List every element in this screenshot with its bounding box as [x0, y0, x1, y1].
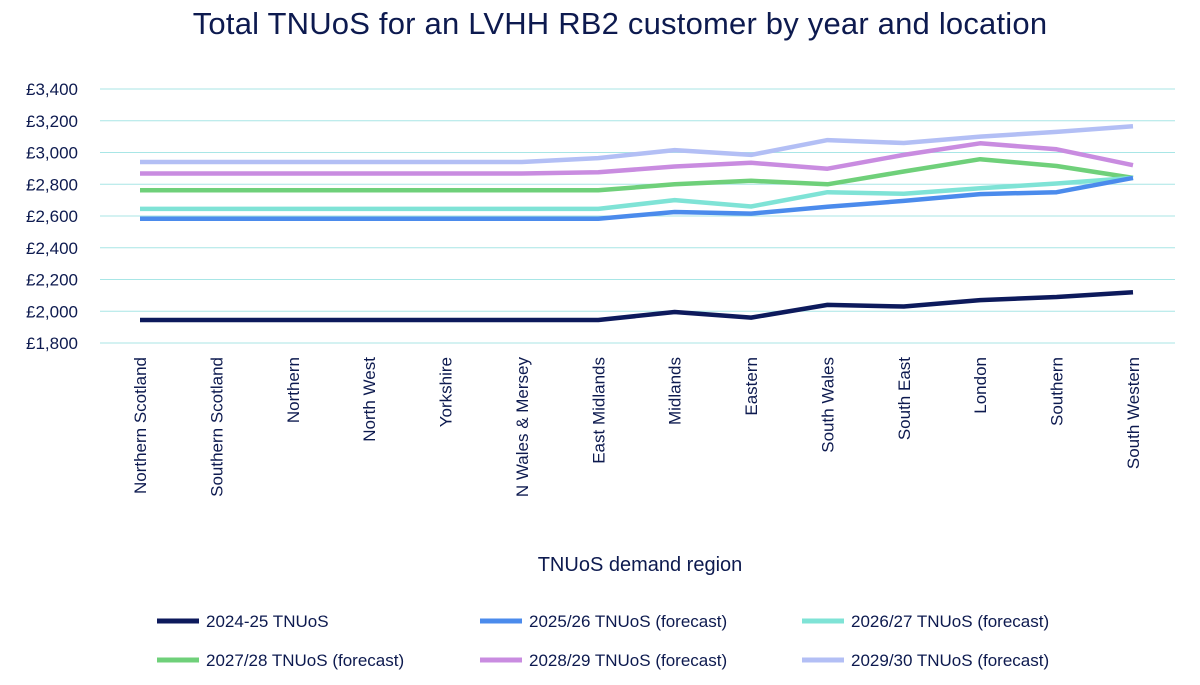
- series-line: [140, 175, 1134, 212]
- x-tick-label: Midlands: [666, 357, 685, 425]
- series-line: [140, 289, 1134, 323]
- x-tick-label: Southern: [1048, 357, 1067, 426]
- y-tick-label: £2,600: [26, 207, 78, 226]
- x-tick-label: Southern Scotland: [207, 357, 226, 497]
- y-tick-label: £2,800: [26, 175, 78, 194]
- legend: 2024-25 TNUoS 2025/26 TNUoS (forecast) 202…: [157, 612, 1049, 670]
- series-line: [140, 124, 1134, 165]
- legend-item: 2029/30 TNUoS (forecast): [802, 651, 1049, 670]
- x-tick-label: South Wales: [818, 357, 837, 453]
- legend-label: 2028/29 TNUoS (forecast): [529, 651, 727, 670]
- x-tick-label: Northern Scotland: [131, 357, 150, 494]
- y-tick-label: £3,400: [26, 80, 78, 99]
- legend-item: 2027/28 TNUoS (forecast): [157, 651, 404, 670]
- legend-label: 2027/28 TNUoS (forecast): [206, 651, 404, 670]
- x-axis-label: TNUoS demand region: [538, 554, 743, 576]
- y-tick-label: £2,000: [26, 302, 78, 321]
- y-tick-label: £2,200: [26, 271, 78, 290]
- legend-item: 2025/26 TNUoS (forecast): [480, 612, 727, 631]
- series-lines: [140, 124, 1134, 323]
- y-tick-label: £3,200: [26, 112, 78, 131]
- legend-label: 2025/26 TNUoS (forecast): [529, 612, 727, 631]
- y-tick-label: £1,800: [26, 334, 78, 353]
- x-tick-label: Eastern: [742, 357, 761, 416]
- series-line: [140, 156, 1134, 193]
- x-tick-label: Northern: [284, 357, 303, 423]
- legend-item: 2026/27 TNUoS (forecast): [802, 612, 1049, 631]
- x-tick-label: East Midlands: [589, 357, 608, 464]
- y-tick-label: £3,000: [26, 144, 78, 163]
- legend-item: 2024-25 TNUoS: [157, 612, 329, 631]
- series-line: [140, 141, 1134, 176]
- x-tick-label: N Wales & Mersey: [513, 357, 532, 498]
- legend-label: 2024-25 TNUoS: [206, 612, 329, 631]
- x-tick-label: London: [971, 357, 990, 414]
- x-tick-label: South East: [895, 357, 914, 440]
- legend-item: 2028/29 TNUoS (forecast): [480, 651, 727, 670]
- chart-title: Total TNUoS for an LVHH RB2 customer by …: [192, 6, 1048, 41]
- x-tick-label: South Western: [1124, 357, 1143, 469]
- x-axis-ticks: Northern Scotland Southern Scotland Northe…: [131, 357, 1143, 498]
- gridlines: [100, 88, 1175, 344]
- x-tick-label: Yorkshire: [437, 357, 456, 427]
- y-axis-ticks: £1,800 £2,000 £2,200 £2,400 £2,600 £2,800 £3,0…: [26, 80, 78, 353]
- series-line: [140, 175, 1134, 221]
- legend-label: 2029/30 TNUoS (forecast): [851, 651, 1049, 670]
- legend-label: 2026/27 TNUoS (forecast): [851, 612, 1049, 631]
- x-tick-label: North West: [360, 357, 379, 442]
- y-tick-label: £2,400: [26, 239, 78, 258]
